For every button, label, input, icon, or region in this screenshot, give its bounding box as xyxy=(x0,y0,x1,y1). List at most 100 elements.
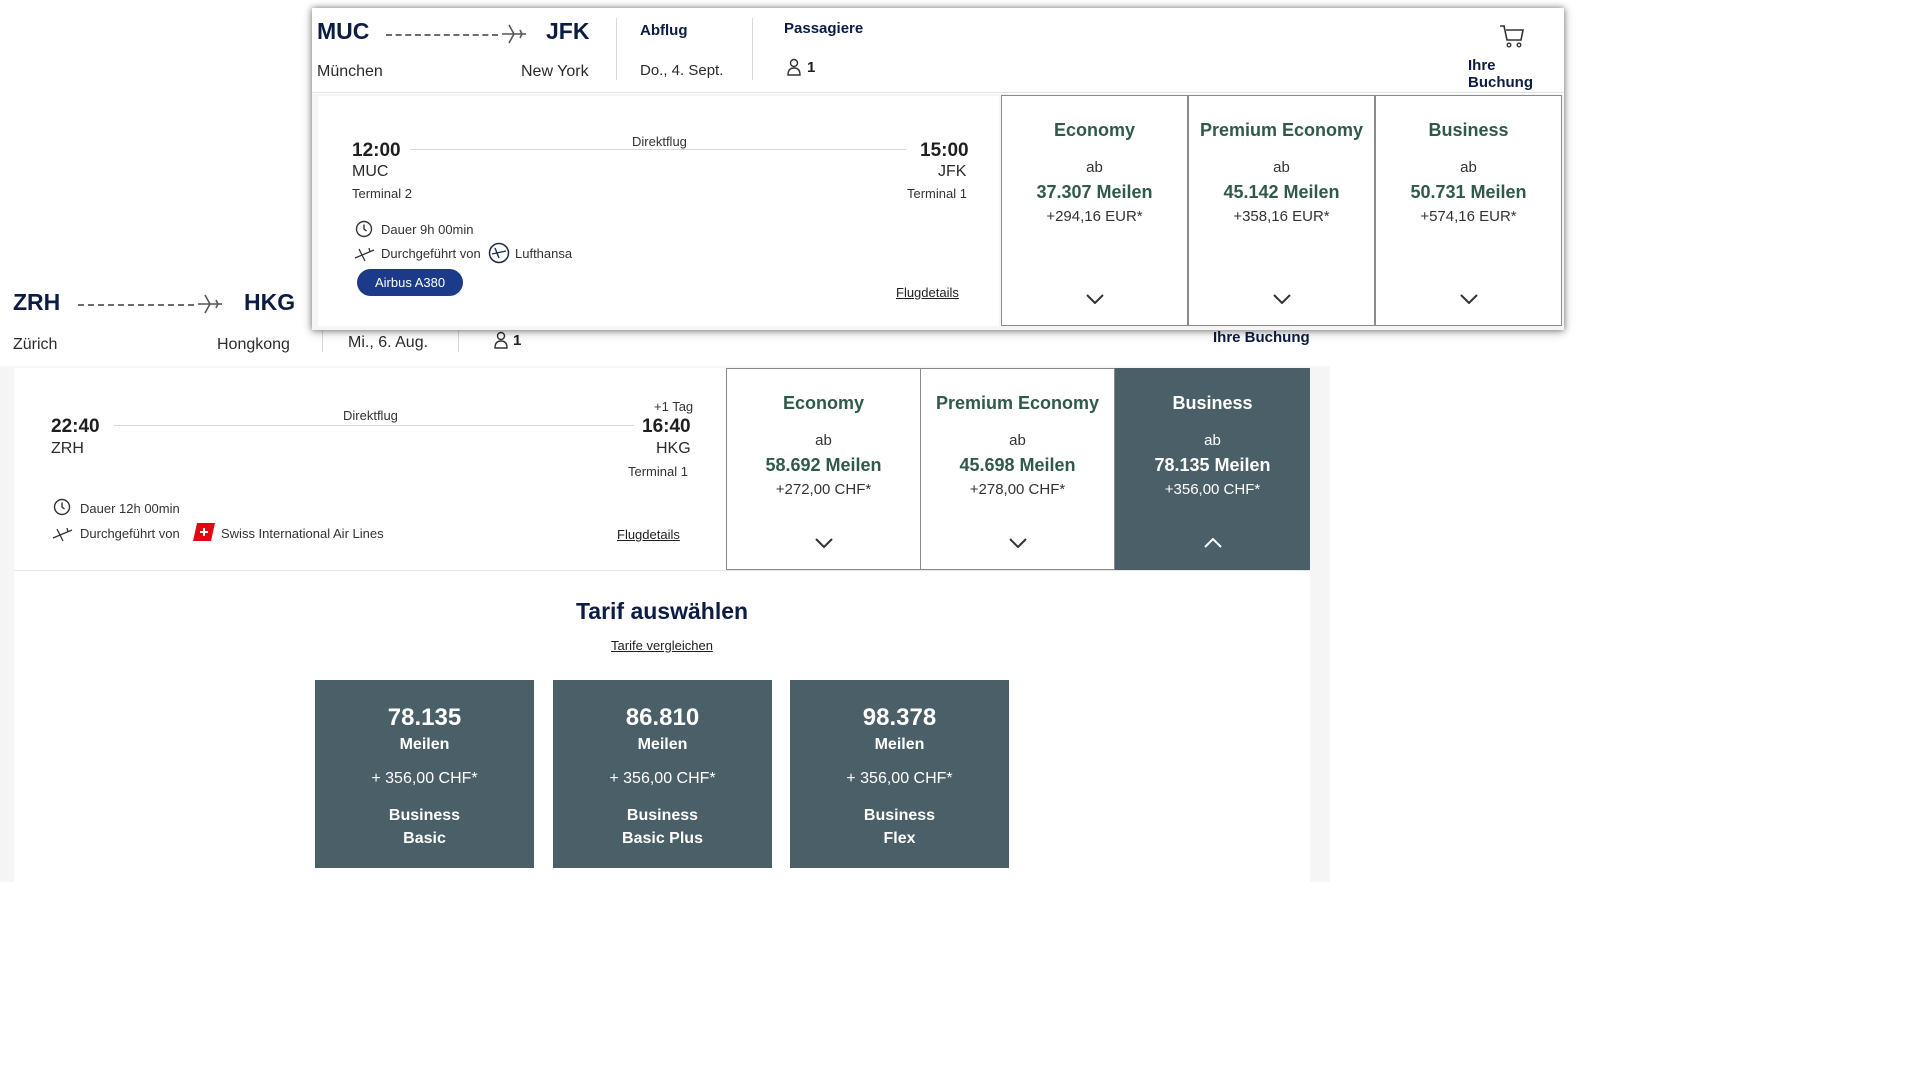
arrival-time: 16:40 xyxy=(642,416,691,437)
fare-ab: ab xyxy=(1086,159,1103,176)
origin-city: München xyxy=(317,63,383,80)
fare-miles: 78.135 Meilen xyxy=(1154,455,1271,475)
clock-icon xyxy=(53,498,71,521)
tarif-name-line2: Basic xyxy=(403,830,446,847)
fare-premium-economy[interactable]: Premium Economy ab 45.142 Meilen +358,16… xyxy=(1188,95,1375,326)
tarif-card-business-basic-plus[interactable]: 86.810 Meilen + 356,00 CHF* Business Bas… xyxy=(553,680,772,868)
arrival-day-offset: +1 Tag xyxy=(654,399,694,414)
tarif-price: + 356,00 CHF* xyxy=(609,770,716,787)
divider xyxy=(322,326,323,352)
fare-name: Business xyxy=(1428,120,1509,140)
aircraft-badge-label: Airbus A380 xyxy=(357,269,464,296)
passenger-count: 1 xyxy=(513,332,522,349)
departure-time: 12:00 xyxy=(352,140,401,161)
fare-miles: 50.731 Meilen xyxy=(1410,182,1527,202)
clock-icon xyxy=(355,220,373,243)
tarif-compare-container: Tarife vergleichen xyxy=(14,637,1310,655)
tarif-name-line1: Business xyxy=(863,807,936,824)
origin-code: MUC xyxy=(317,18,370,44)
airline-name: Swiss International Air Lines xyxy=(221,526,384,541)
fare-ab: ab xyxy=(1204,432,1221,449)
chevron-down-icon xyxy=(814,535,833,553)
passenger-count: 1 xyxy=(807,59,816,76)
departure-airport: ZRH xyxy=(51,440,84,457)
lufthansa-logo-icon xyxy=(488,242,510,269)
tarif-name-line2: Basic Plus xyxy=(622,830,703,847)
departure-airport: MUC xyxy=(352,163,389,180)
arrival-terminal: Terminal 1 xyxy=(628,464,688,479)
back-route-header: ZRH HKG Zürich Hongkong Mi., 6. Aug. 1 I… xyxy=(0,270,1330,366)
flight-line xyxy=(410,149,906,150)
fare-name: Business xyxy=(1172,393,1253,413)
tarif-miles: 86.810 xyxy=(625,704,700,731)
fare-price: +294,16 EUR* xyxy=(1046,208,1143,225)
flight-duration: Dauer 9h 00min xyxy=(381,222,474,237)
departure-time: 22:40 xyxy=(51,416,100,437)
plane-icon xyxy=(500,22,528,46)
fare-price: +278,00 CHF* xyxy=(969,481,1066,498)
fare-miles: 58.692 Meilen xyxy=(765,455,882,475)
flight-popup-muc-jfk: MUC JFK München New York Abflug Do., 4. … xyxy=(312,8,1564,330)
route-dashes xyxy=(78,304,194,306)
fare-economy[interactable]: Economy ab 37.307 Meilen +294,16 EUR* xyxy=(1001,95,1188,326)
passengers-label: Passagiere xyxy=(784,20,864,37)
flight-type: Direktflug xyxy=(632,134,687,149)
flight-details-link[interactable]: Flugdetails xyxy=(896,285,959,300)
arrival-terminal: Terminal 1 xyxy=(907,186,967,201)
aircraft-badge[interactable]: Airbus A380 xyxy=(357,269,464,296)
fare-miles: 45.142 Meilen xyxy=(1223,182,1340,202)
divider xyxy=(458,326,459,352)
flight-line xyxy=(114,425,634,426)
fare-ab: ab xyxy=(1273,159,1290,176)
fare-miles: 45.698 Meilen xyxy=(959,455,1076,475)
tarif-name-line2: Flex xyxy=(883,830,916,847)
fare-name: Economy xyxy=(1053,120,1136,140)
chevron-down-icon xyxy=(1008,535,1027,553)
fare-business-selected[interactable]: Business ab 78.135 Meilen +356,00 CHF* xyxy=(1115,368,1310,570)
dest-code: JFK xyxy=(546,18,590,44)
person-icon xyxy=(786,58,802,81)
fare-miles: 37.307 Meilen xyxy=(1036,182,1153,202)
tarif-unit: Meilen xyxy=(637,736,688,753)
fare-ab: ab xyxy=(1009,432,1026,449)
divider xyxy=(312,92,1564,93)
fare-ab: ab xyxy=(1460,159,1477,176)
tarif-unit: Meilen xyxy=(399,736,450,753)
tarif-title: Tarif auswählen xyxy=(575,598,749,624)
fare-price: +574,16 EUR* xyxy=(1420,208,1517,225)
tarif-miles: 98.378 xyxy=(862,704,937,731)
divider xyxy=(14,570,1310,571)
operated-by-label: Durchgeführt von xyxy=(80,526,180,541)
origin-city: Zürich xyxy=(13,336,58,353)
dest-code: HKG xyxy=(244,289,296,315)
arrival-time: 15:00 xyxy=(920,140,969,161)
fare-ab: ab xyxy=(815,432,832,449)
fare-premium-economy[interactable]: Premium Economy ab 45.698 Meilen +278,00… xyxy=(920,368,1115,570)
chevron-down-icon xyxy=(1272,291,1291,309)
fare-economy[interactable]: Economy ab 58.692 Meilen +272,00 CHF* xyxy=(726,368,921,570)
departure-terminal: Terminal 2 xyxy=(352,186,412,201)
fare-name: Economy xyxy=(782,393,865,413)
tarif-card-business-flex[interactable]: 98.378 Meilen + 356,00 CHF* Business Fle… xyxy=(790,680,1009,868)
flight-details-link[interactable]: Flugdetails xyxy=(617,527,680,542)
chevron-down-icon xyxy=(1459,291,1478,309)
cart-icon[interactable] xyxy=(1498,22,1526,55)
tarif-miles: 78.135 xyxy=(387,704,462,731)
dest-city: Hongkong xyxy=(217,336,290,353)
fare-name: Premium Economy xyxy=(935,393,1100,413)
swiss-logo-icon xyxy=(193,523,215,546)
dest-city: New York xyxy=(521,63,589,80)
chevron-up-icon xyxy=(1203,535,1222,553)
tarif-card-business-basic[interactable]: 78.135 Meilen + 356,00 CHF* Business Bas… xyxy=(315,680,534,868)
compare-fares-link[interactable]: Tarife vergleichen xyxy=(611,638,713,653)
fare-business[interactable]: Business ab 50.731 Meilen +574,16 EUR* xyxy=(1375,95,1562,326)
arrival-airport: HKG xyxy=(656,440,691,457)
operated-by-label: Durchgeführt von xyxy=(381,246,481,261)
booking-label[interactable]: Ihre Buchung xyxy=(1468,57,1533,91)
origin-code: ZRH xyxy=(13,289,61,315)
booking-label[interactable]: Ihre Buchung xyxy=(1213,329,1310,346)
tarif-price: + 356,00 CHF* xyxy=(371,770,478,787)
plane-small-icon xyxy=(354,246,376,267)
fare-price: +358,16 EUR* xyxy=(1233,208,1330,225)
fare-price: +356,00 CHF* xyxy=(1164,481,1261,498)
